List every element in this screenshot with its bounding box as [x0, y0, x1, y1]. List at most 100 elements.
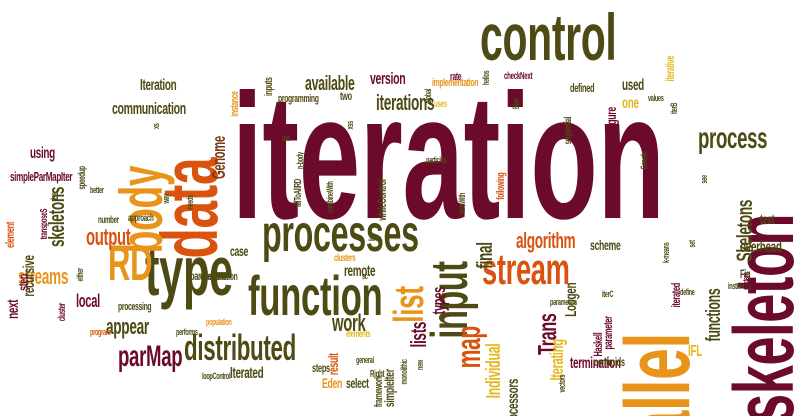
word: system [741, 272, 751, 291]
word: output [86, 224, 131, 251]
word: parameters [550, 297, 577, 307]
word: uses [434, 99, 447, 110]
word: sequential [563, 116, 574, 145]
word: framework [373, 375, 385, 408]
word: better [90, 185, 104, 195]
word: xss [345, 121, 355, 130]
word: iterations [376, 90, 435, 115]
word: process [698, 122, 768, 155]
word: see [699, 175, 709, 184]
word: implementation [432, 77, 479, 89]
word: termination [570, 355, 621, 372]
word: IFL [688, 343, 702, 360]
word: inputs [263, 77, 275, 96]
word: sc [362, 271, 368, 281]
word: work [332, 310, 366, 337]
word: dat [282, 133, 290, 143]
word: step [15, 274, 31, 291]
word: types [429, 286, 449, 315]
word: distributed [184, 327, 296, 368]
word: element [3, 221, 17, 248]
word: control [480, 0, 617, 74]
word: test [760, 211, 775, 227]
word: Fig [740, 267, 751, 281]
word: Individual [483, 343, 505, 399]
word: Right [370, 369, 385, 380]
word: final [472, 242, 497, 269]
word: global [423, 88, 433, 104]
word: hellos [481, 70, 491, 86]
word: parallelism [190, 269, 226, 283]
word: Eden [322, 375, 342, 391]
word: checkNext [504, 71, 533, 82]
word: iterC [602, 289, 614, 299]
word: combineWith [325, 181, 335, 213]
word: Iteration [140, 77, 177, 94]
word: allToAllRD [293, 179, 304, 207]
word: speedup [77, 166, 88, 190]
word: cluster [57, 303, 68, 322]
word: type [145, 232, 234, 310]
word: using [30, 145, 55, 162]
word: use [513, 150, 525, 162]
word: needs [185, 194, 195, 210]
word: iteration [232, 57, 665, 256]
word: Figure [603, 107, 619, 132]
word: streams [18, 264, 69, 289]
word: number [98, 215, 119, 226]
word: clusters [334, 253, 356, 264]
word: defined [570, 81, 595, 95]
word: performs [176, 327, 198, 337]
word: program [90, 327, 111, 337]
word: algorithm [516, 228, 576, 253]
word: rate [450, 71, 462, 83]
word: iterative [663, 55, 677, 82]
word: computation [200, 271, 238, 283]
word: functions [703, 288, 725, 342]
word: appear [106, 314, 149, 339]
word: processing [118, 301, 152, 313]
word: following [495, 172, 507, 200]
word: used [622, 77, 644, 94]
word: elements [346, 329, 371, 340]
word: list [385, 286, 432, 323]
word: way [161, 193, 171, 204]
word: iterB [669, 102, 679, 115]
word: list [367, 234, 377, 242]
word: instances [728, 281, 751, 291]
word: particles [426, 155, 447, 165]
word: approach [128, 213, 154, 224]
word: general [356, 355, 374, 365]
word: simpleParMapIter [10, 169, 73, 184]
word: steps [312, 361, 330, 375]
word: transposeS [39, 208, 50, 240]
word: processors [505, 378, 522, 416]
word: whileControl [375, 179, 389, 221]
word: processes [262, 205, 419, 263]
word: distrWith [457, 193, 467, 215]
word: available [305, 73, 355, 95]
word: one [622, 95, 639, 112]
word: Genetic [639, 151, 649, 170]
word: vectors [557, 374, 567, 393]
word: Haskell [591, 332, 605, 357]
word: communication [112, 99, 186, 118]
word: define [680, 287, 695, 297]
word: remote [344, 263, 376, 280]
word: loopControl [202, 371, 231, 381]
word: Genome [209, 136, 229, 180]
word: Le [49, 192, 61, 200]
word: stream [482, 245, 570, 294]
word: either [75, 268, 85, 282]
word: programming [278, 93, 319, 105]
word: parMap [118, 340, 183, 373]
word: overhead [740, 239, 782, 256]
word: n-body [295, 152, 305, 169]
word: xs [151, 123, 161, 130]
word: RD [108, 235, 153, 291]
word: two [340, 89, 352, 103]
word: population [206, 317, 232, 327]
word: version [370, 69, 406, 88]
word: instance [229, 91, 241, 117]
